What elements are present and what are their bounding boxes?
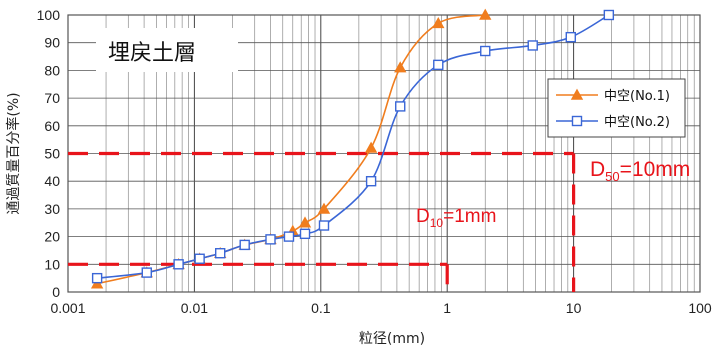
x-tick-label: 0.01 [181,300,208,316]
data-point [318,220,330,231]
annotations: D10=1mm D50=10mm [416,158,690,230]
x-axis-label: 粒径(mm) [359,331,425,347]
data-point [603,9,615,21]
data-point [298,216,312,228]
d-label: D10=1mm [416,206,496,230]
y-tick-label: 20 [44,229,60,245]
legend-box [547,78,686,138]
y-tick-label: 50 [44,146,60,162]
x-tick-label: 1 [443,300,451,316]
data-point [283,231,295,242]
y-tick-label: 40 [44,173,60,189]
soil-layer-title: 埋戻土層 [108,41,196,66]
data-point [364,141,378,153]
data-point [480,45,491,57]
data-point [317,202,331,214]
data-point [571,115,583,127]
y-tick-label: 60 [44,118,60,134]
data-point [432,16,445,29]
data-point [299,228,311,240]
data-point [141,267,152,278]
legend: 中空(No.1) 中空(No.2) [547,78,686,138]
y-tick-label: 100 [37,7,61,23]
data-point [173,259,184,270]
data-point [565,31,576,43]
data-point [479,8,492,20]
y-tick-label: 70 [44,90,60,106]
series [91,9,615,284]
reference-lines [68,151,576,292]
y-tick-label: 10 [44,256,60,272]
title-box: 埋戻土層 [96,28,238,72]
legend-label: 中空(No.1) [604,89,670,104]
series-layer [90,8,615,289]
data-point [395,101,406,112]
data-point [394,61,407,73]
x-tick-label: 0.1 [311,300,331,316]
data-point [570,88,584,100]
data-point [91,272,103,284]
data-point [239,239,250,251]
x-tick-label: 0.001 [50,300,85,316]
y-tick-label: 30 [44,201,60,217]
x-tick-labels: 0.001 0.01 0.1 1 10 100 [50,300,711,316]
d-label: D50=10mm [590,158,690,184]
y-axis-label: 通過質量百分率(%) [5,92,22,214]
y-tick-label: 90 [44,35,60,51]
legend-label: 中空(No.2) [604,115,670,130]
y-tick-label: 0 [52,284,60,300]
y-tick-labels: 0 10 20 30 40 50 60 70 80 90 100 [37,7,61,300]
x-tick-label: 100 [688,300,712,316]
data-point [527,40,538,51]
data-point [194,253,205,264]
data-point [433,59,444,71]
data-point [215,248,226,259]
y-tick-label: 80 [44,62,60,78]
x-tick-label: 10 [566,300,582,316]
data-point [265,234,276,245]
data-point [365,175,377,187]
